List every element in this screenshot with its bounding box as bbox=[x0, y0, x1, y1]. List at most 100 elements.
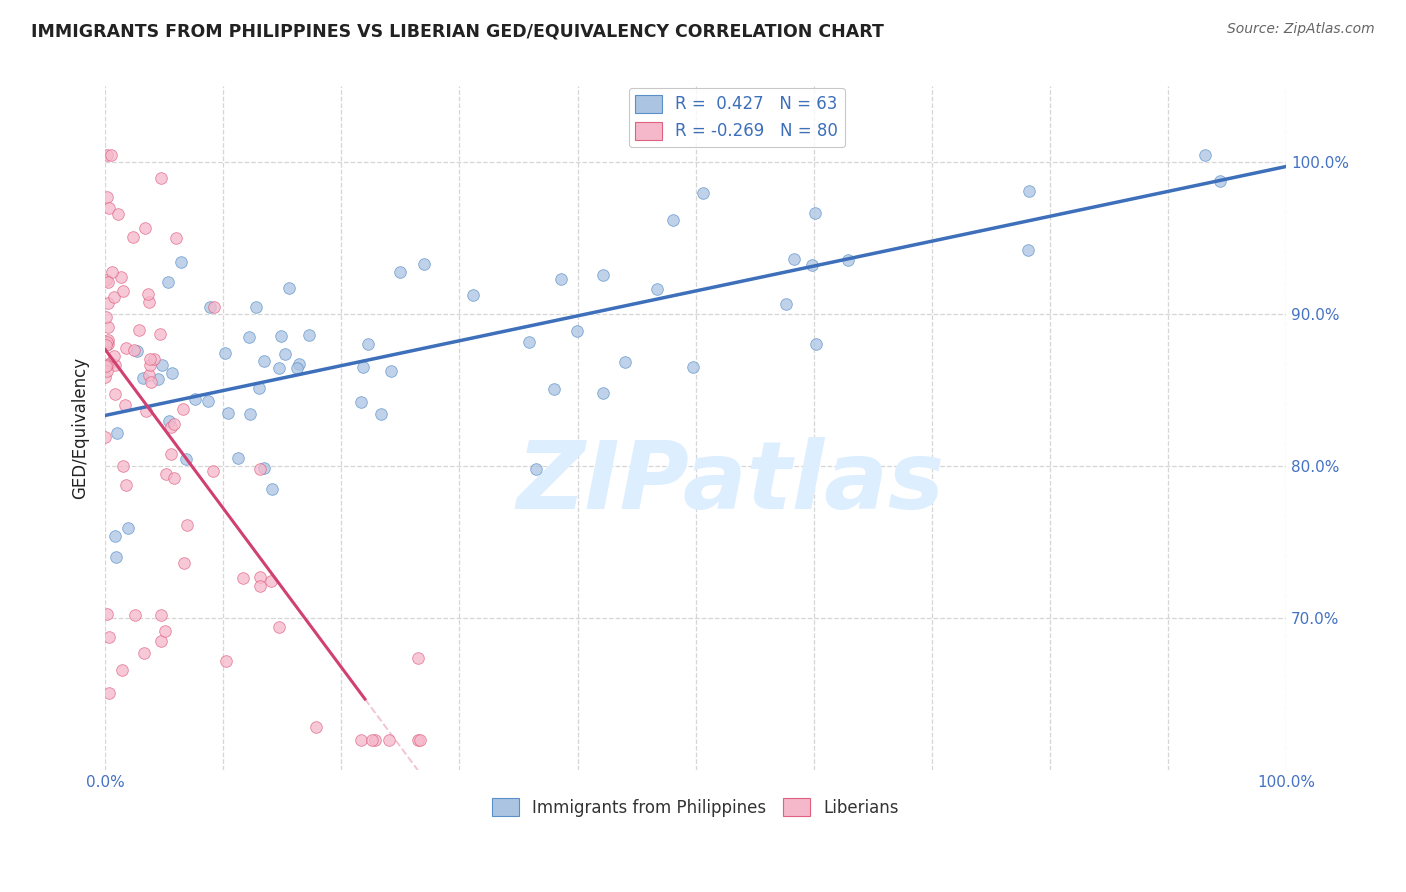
Point bbox=[98, 630, 121, 644]
Point bbox=[157, 414, 180, 428]
Point bbox=[104, 387, 127, 401]
Point bbox=[176, 517, 198, 532]
Point bbox=[378, 732, 401, 747]
Text: IMMIGRANTS FROM PHILIPPINES VS LIBERIAN GED/EQUIVALENCY CORRELATION CHART: IMMIGRANTS FROM PHILIPPINES VS LIBERIAN … bbox=[31, 22, 884, 40]
Point bbox=[285, 361, 308, 376]
Point bbox=[184, 392, 207, 407]
Point bbox=[136, 287, 159, 301]
Point bbox=[267, 620, 290, 634]
Point bbox=[94, 338, 117, 352]
Point bbox=[134, 221, 156, 235]
Point bbox=[172, 401, 194, 416]
Point bbox=[1017, 244, 1039, 258]
Point bbox=[406, 732, 429, 747]
Point bbox=[662, 213, 685, 227]
Point bbox=[115, 478, 138, 492]
Point bbox=[111, 284, 134, 298]
Point bbox=[305, 720, 328, 734]
Point bbox=[1018, 184, 1040, 198]
Point bbox=[592, 268, 614, 282]
Point bbox=[110, 270, 132, 285]
Point bbox=[260, 574, 283, 588]
Point bbox=[350, 394, 373, 409]
Point bbox=[682, 360, 704, 375]
Point bbox=[409, 732, 432, 747]
Point bbox=[270, 328, 292, 343]
Point bbox=[101, 265, 124, 279]
Point bbox=[96, 607, 118, 621]
Point bbox=[380, 364, 402, 378]
Point bbox=[115, 341, 138, 355]
Point bbox=[837, 252, 859, 267]
Point bbox=[98, 686, 121, 700]
Text: ZIPatlas: ZIPatlas bbox=[517, 437, 945, 529]
Point bbox=[138, 368, 160, 382]
Point bbox=[94, 369, 117, 384]
Point bbox=[132, 371, 155, 385]
Legend: Immigrants from Philippines, Liberians: Immigrants from Philippines, Liberians bbox=[486, 791, 905, 823]
Point bbox=[96, 359, 118, 373]
Point bbox=[97, 337, 120, 351]
Point bbox=[163, 471, 186, 485]
Point bbox=[249, 461, 271, 475]
Point bbox=[239, 407, 262, 421]
Point bbox=[461, 288, 484, 302]
Point bbox=[278, 281, 301, 295]
Point bbox=[114, 398, 136, 412]
Point bbox=[364, 732, 387, 747]
Point bbox=[153, 624, 176, 638]
Point bbox=[775, 296, 797, 310]
Point bbox=[124, 607, 146, 622]
Point bbox=[288, 357, 311, 371]
Point bbox=[360, 732, 382, 747]
Point bbox=[262, 482, 284, 496]
Point bbox=[1194, 147, 1216, 161]
Point bbox=[117, 521, 139, 535]
Point bbox=[160, 366, 183, 380]
Point bbox=[97, 201, 120, 215]
Point bbox=[198, 300, 221, 314]
Point bbox=[163, 417, 186, 432]
Point bbox=[160, 419, 183, 434]
Point bbox=[96, 147, 118, 161]
Point bbox=[170, 254, 193, 268]
Point bbox=[274, 346, 297, 360]
Point bbox=[111, 459, 134, 474]
Point bbox=[517, 335, 540, 350]
Point bbox=[103, 349, 125, 363]
Point bbox=[111, 663, 134, 677]
Point bbox=[202, 300, 225, 314]
Point bbox=[267, 361, 290, 376]
Point bbox=[94, 310, 117, 325]
Point bbox=[150, 358, 173, 372]
Point bbox=[165, 231, 187, 245]
Point bbox=[97, 319, 120, 334]
Point bbox=[149, 326, 172, 341]
Point bbox=[238, 329, 260, 343]
Point bbox=[388, 265, 411, 279]
Point bbox=[150, 607, 173, 622]
Point bbox=[543, 382, 565, 396]
Point bbox=[202, 464, 225, 478]
Point bbox=[645, 282, 668, 296]
Point bbox=[121, 229, 143, 244]
Point bbox=[142, 352, 165, 367]
Point bbox=[103, 290, 125, 304]
Point bbox=[139, 352, 162, 367]
Point bbox=[173, 556, 195, 570]
Y-axis label: GED/Equivalency: GED/Equivalency bbox=[72, 357, 89, 500]
Point bbox=[150, 170, 173, 185]
Point bbox=[406, 651, 429, 665]
Point bbox=[97, 296, 120, 310]
Point bbox=[146, 371, 169, 385]
Point bbox=[100, 147, 122, 161]
Point bbox=[139, 358, 162, 372]
Point bbox=[155, 467, 177, 481]
Point bbox=[98, 355, 121, 369]
Point bbox=[801, 258, 824, 272]
Point bbox=[565, 325, 588, 339]
Point bbox=[253, 461, 276, 475]
Point bbox=[214, 346, 236, 360]
Point bbox=[134, 646, 156, 660]
Point bbox=[104, 358, 127, 372]
